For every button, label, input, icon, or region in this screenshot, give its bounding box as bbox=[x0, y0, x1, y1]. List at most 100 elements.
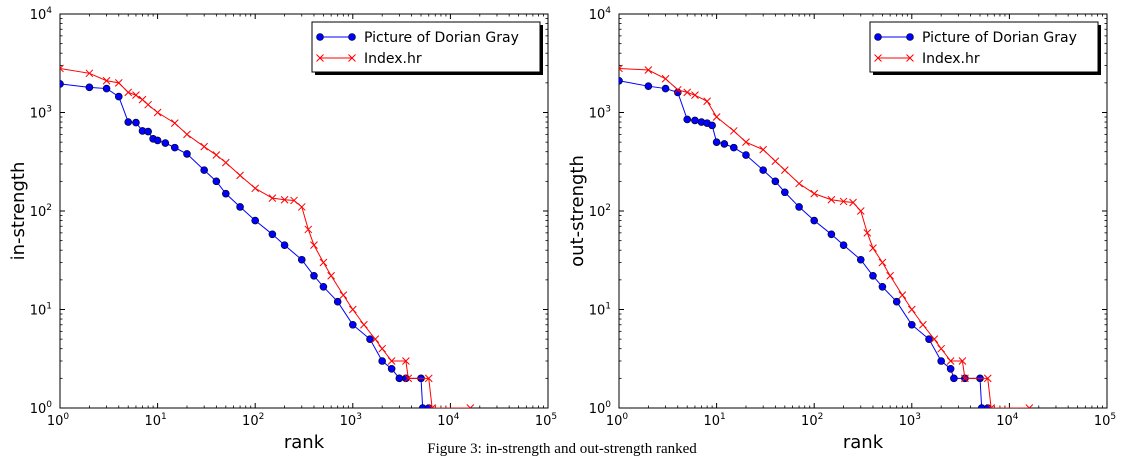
data-point bbox=[366, 335, 374, 343]
data-point bbox=[221, 158, 230, 167]
data-point bbox=[395, 374, 404, 383]
data-point bbox=[183, 150, 191, 158]
data-point bbox=[1025, 404, 1034, 408]
y-tick-label: 101 bbox=[30, 302, 52, 319]
x-tick-label: 103 bbox=[340, 412, 362, 429]
data-point bbox=[378, 344, 387, 353]
data-point bbox=[424, 404, 433, 408]
data-point bbox=[404, 374, 413, 383]
data-point bbox=[428, 404, 436, 408]
chart-1: 100 101 102 103 104 105 100 101 102 103 104 rank in-… bbox=[8, 6, 557, 453]
data-point bbox=[898, 291, 907, 299]
data-point bbox=[333, 297, 342, 306]
data-point bbox=[810, 189, 819, 198]
x-tick-label: 104 bbox=[996, 412, 1019, 429]
data-point bbox=[925, 335, 933, 343]
x-tick-label: 100 bbox=[47, 412, 70, 429]
data-point bbox=[310, 271, 318, 280]
data-point bbox=[297, 255, 306, 264]
data-point bbox=[114, 78, 123, 87]
data-point bbox=[251, 184, 260, 193]
y-tick-label: 104 bbox=[589, 6, 612, 23]
data-point bbox=[795, 203, 803, 211]
data-point bbox=[222, 189, 230, 198]
x-tick-label: 103 bbox=[899, 412, 921, 429]
data-point bbox=[878, 283, 887, 291]
data-point bbox=[886, 271, 895, 280]
data-point bbox=[683, 88, 692, 97]
data-point bbox=[759, 145, 768, 154]
legend-marker bbox=[874, 54, 882, 62]
legend-marker bbox=[906, 54, 914, 62]
legend: Picture of Dorian Gray Index.hr bbox=[311, 21, 543, 75]
data-point bbox=[827, 230, 836, 239]
legend: Picture of Dorian Gray Index.hr bbox=[869, 21, 1101, 75]
data-point bbox=[402, 357, 410, 365]
y-tick-label: 103 bbox=[589, 105, 611, 122]
data-point bbox=[780, 166, 789, 174]
data-point bbox=[236, 171, 244, 180]
x-tick-label: 102 bbox=[242, 412, 264, 429]
data-point bbox=[946, 357, 955, 365]
data-point bbox=[863, 228, 872, 237]
data-point bbox=[907, 305, 916, 314]
data-point bbox=[691, 116, 699, 125]
data-point bbox=[869, 271, 877, 280]
y-tick-label: 102 bbox=[30, 203, 52, 220]
plot-frame bbox=[59, 13, 549, 409]
series-2 bbox=[619, 64, 1034, 408]
legend-marker bbox=[348, 54, 356, 62]
data-point bbox=[849, 198, 857, 207]
data-point bbox=[60, 64, 64, 73]
data-point bbox=[153, 136, 162, 145]
data-point bbox=[729, 127, 738, 135]
data-point bbox=[183, 130, 191, 139]
data-point bbox=[466, 404, 475, 408]
data-point bbox=[729, 143, 738, 152]
data-point bbox=[742, 138, 750, 147]
data-point bbox=[310, 241, 318, 250]
y-tick-label: 103 bbox=[30, 105, 52, 122]
data-point bbox=[85, 83, 94, 92]
data-point bbox=[795, 179, 803, 188]
data-point bbox=[856, 255, 865, 264]
data-point bbox=[983, 404, 992, 408]
data-point bbox=[907, 320, 916, 329]
data-point bbox=[132, 91, 140, 100]
legend-box bbox=[311, 21, 541, 73]
data-point bbox=[360, 320, 368, 329]
data-point bbox=[124, 118, 133, 126]
data-point bbox=[720, 140, 729, 148]
data-point bbox=[827, 195, 836, 204]
data-point bbox=[958, 357, 967, 365]
data-point bbox=[810, 216, 819, 225]
data-point bbox=[683, 115, 692, 124]
data-point bbox=[759, 166, 767, 174]
data-point bbox=[319, 258, 328, 267]
y-tick-label: 104 bbox=[30, 6, 53, 23]
x-tick-label: 105 bbox=[535, 412, 557, 429]
data-point bbox=[946, 365, 955, 373]
plot-frame bbox=[618, 13, 1108, 409]
y-tick-label: 101 bbox=[589, 302, 611, 319]
data-point bbox=[212, 151, 221, 159]
series-2 bbox=[60, 64, 475, 408]
legend-label: Index.hr bbox=[364, 51, 422, 67]
data-point bbox=[892, 297, 901, 306]
y-axis-label: out-strength bbox=[567, 155, 588, 267]
data-point bbox=[348, 320, 357, 329]
data-point bbox=[102, 84, 111, 93]
data-point bbox=[781, 188, 789, 197]
data-point bbox=[878, 258, 887, 267]
x-tick-label: 104 bbox=[437, 412, 460, 429]
data-point bbox=[297, 203, 306, 211]
series-1 bbox=[619, 76, 992, 408]
data-point bbox=[268, 194, 277, 203]
data-area bbox=[60, 64, 475, 408]
y-tick-label: 102 bbox=[589, 203, 611, 220]
data-point bbox=[937, 357, 945, 365]
data-point bbox=[708, 121, 716, 130]
legend-label: Picture of Dorian Gray bbox=[922, 30, 1077, 46]
data-point bbox=[418, 404, 427, 408]
